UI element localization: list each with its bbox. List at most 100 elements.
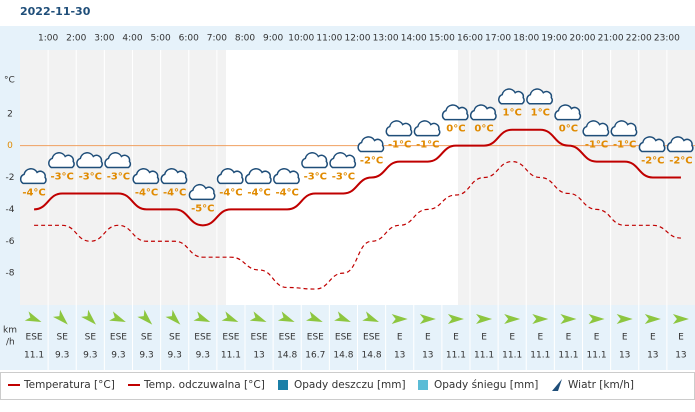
wind-speed: 9.3: [168, 351, 182, 361]
wind-speed: 13: [675, 351, 686, 361]
hour-label: 9:00: [263, 34, 283, 44]
arrow: [644, 314, 661, 324]
temp-label: -1°C: [388, 140, 411, 151]
hour-label: 20:00: [570, 34, 596, 44]
hour-label: 5:00: [151, 34, 171, 44]
weather-icon: [385, 120, 413, 137]
hour-label: 15:00: [429, 34, 455, 44]
temp-label: -1°C: [416, 140, 439, 151]
temp-label: -3°C: [332, 171, 355, 182]
hour-label: 21:00: [598, 34, 624, 44]
temp-label: -3°C: [304, 171, 327, 182]
weather-icon: [469, 104, 497, 121]
wind-speed: 13: [422, 351, 433, 361]
arrow: [560, 314, 577, 324]
wind-arrow: [81, 309, 96, 325]
cloud: [104, 152, 132, 169]
cloud: [244, 168, 272, 185]
cloud: [357, 136, 385, 153]
wind-arrow: [52, 309, 68, 325]
wind-arrow: [616, 314, 633, 324]
hour-label: 17:00: [485, 34, 511, 44]
weather-icon: [413, 120, 441, 137]
wind-speed: 11.1: [530, 351, 550, 361]
temp-label: -4°C: [275, 187, 298, 198]
wind-speed: 13: [647, 351, 658, 361]
temp-label: -4°C: [219, 187, 242, 198]
cloud: [76, 152, 103, 169]
arrow: [306, 311, 323, 322]
weather-icon: [610, 120, 638, 137]
temp-label: -2°C: [641, 156, 664, 167]
weather-icon: [48, 152, 75, 169]
hour-label: 7:00: [207, 34, 227, 44]
wind-speed: 11.1: [558, 351, 578, 361]
legend-label: Temp. odczuwalna [°C]: [143, 379, 265, 391]
weather-icon: [638, 136, 666, 153]
wind-direction: ESE: [26, 333, 43, 343]
wind-arrow: [447, 314, 464, 324]
wind-direction: ESE: [251, 333, 268, 343]
arrow: [362, 311, 379, 322]
arrow: [193, 311, 211, 322]
weather-icon: [273, 168, 300, 185]
wind-speed: 11.1: [474, 351, 494, 361]
wind-arrow: [165, 309, 181, 325]
wind-direction: E: [650, 333, 656, 343]
weather-icon: [526, 88, 553, 105]
legend-swatch: [418, 380, 428, 390]
temp-label: -4°C: [163, 187, 186, 198]
arrow: [588, 314, 605, 324]
hour-label: 18:00: [513, 34, 539, 44]
cloud: [638, 136, 666, 153]
cloud: [329, 152, 357, 169]
hour-label: 6:00: [179, 34, 199, 44]
cloud: [526, 88, 553, 105]
temp-label: -3°C: [50, 171, 73, 182]
wind-direction: ESE: [363, 333, 380, 343]
temp-label: -2°C: [669, 156, 692, 167]
wind-arrow: [193, 311, 211, 322]
hour-label: 14:00: [401, 34, 427, 44]
arrow: [52, 309, 68, 325]
cloud: [132, 168, 160, 185]
wind-arrow: [306, 311, 323, 322]
wind-direction: E: [678, 333, 684, 343]
cloud: [19, 168, 47, 185]
temp-label: -5°C: [191, 203, 214, 214]
wind-speed: 11.1: [221, 351, 241, 361]
arrow: [532, 314, 549, 324]
wind-speed: 16.7: [305, 351, 325, 361]
wind-arrow: [419, 314, 436, 324]
wind-arrow: [672, 314, 689, 324]
legend-wind: [552, 379, 562, 391]
cloud: [582, 120, 610, 137]
date: 2022-11-30: [20, 5, 91, 18]
wind-speed: 9.3: [139, 351, 153, 361]
cloud: [160, 168, 188, 185]
y-tick-label: -6: [6, 237, 15, 247]
cloud: [216, 168, 244, 185]
wind-direction: ESE: [222, 333, 239, 343]
wind-arrow: [249, 311, 267, 322]
wind-speed: 9.3: [196, 351, 210, 361]
weather-icon: [554, 104, 582, 121]
hour-label: 22:00: [626, 34, 652, 44]
wind-speed: 9.3: [83, 351, 97, 361]
wind-unit: /h: [6, 338, 15, 348]
weather-icon: [357, 136, 385, 153]
y-tick-label: -2: [6, 173, 15, 183]
hour-label: 19:00: [541, 34, 567, 44]
wind-direction: SE: [141, 333, 153, 343]
cloud: [554, 104, 582, 121]
wind-direction: E: [425, 333, 431, 343]
cloud: [413, 120, 441, 137]
arrow: [391, 314, 408, 324]
cloud: [441, 104, 469, 121]
wind-speed: 14.8: [362, 351, 382, 361]
temp-label: -3°C: [79, 171, 102, 182]
wind-speed: 14.8: [333, 351, 353, 361]
hour-label: 10:00: [288, 34, 314, 44]
temperature-line: [33, 128, 681, 227]
arrow: [137, 309, 153, 325]
